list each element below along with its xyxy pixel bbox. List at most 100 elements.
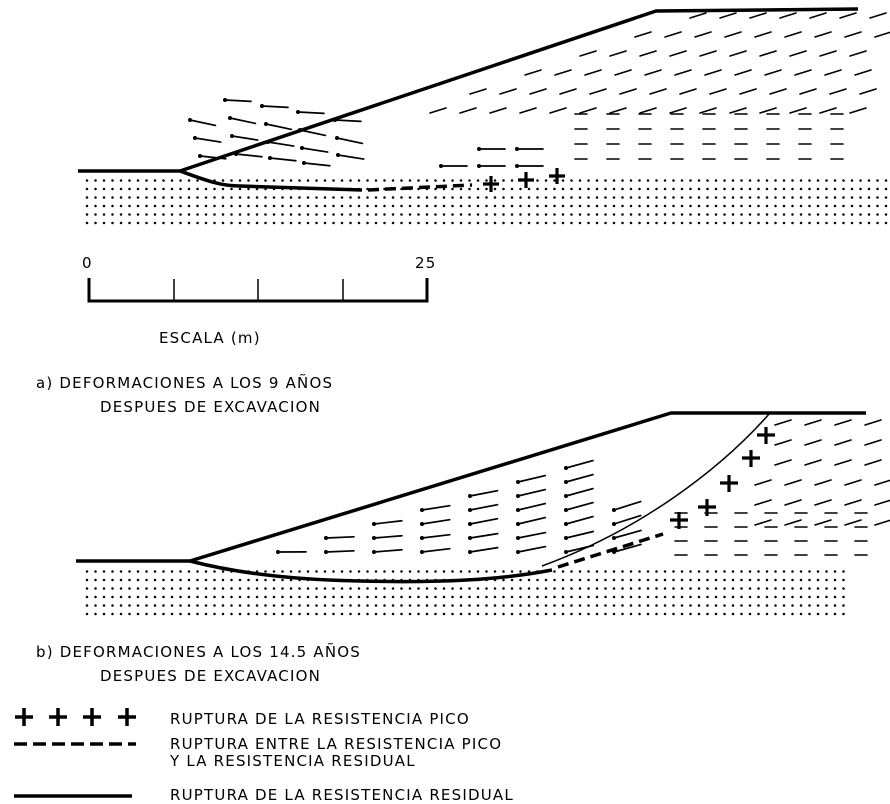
displacement-vector	[814, 499, 832, 506]
displacement-vector	[565, 459, 594, 469]
displacement-vector	[229, 117, 257, 125]
displacement-vector	[565, 501, 594, 511]
displacement-vector	[609, 50, 627, 57]
displacement-vector	[834, 439, 852, 446]
displacement-vector	[614, 69, 632, 76]
displacement-vector	[674, 69, 692, 76]
displacement-vector	[373, 534, 403, 539]
scale-label-twenty-five: 25	[415, 254, 437, 272]
displacement-vector	[517, 502, 547, 511]
displacement-vector	[584, 69, 602, 76]
displacement-vector	[829, 88, 847, 95]
displacement-vector	[634, 31, 652, 38]
displacement-vector	[189, 119, 217, 127]
displacement-vector	[849, 107, 867, 114]
displacement-vector	[864, 459, 882, 466]
vector-head	[477, 164, 481, 168]
vector-head	[372, 550, 376, 554]
legend-symbols	[14, 708, 136, 798]
displacement-vector	[267, 141, 295, 147]
displacement-vector	[619, 88, 637, 95]
displacement-vector	[824, 69, 842, 76]
displacement-vector	[265, 123, 293, 131]
vector-head	[296, 110, 300, 114]
displacement-vector	[844, 499, 862, 506]
displacement-vector	[739, 88, 757, 95]
displacement-vector	[337, 154, 365, 160]
displacement-vector	[517, 488, 547, 497]
vector-head	[516, 508, 520, 512]
displacement-vector	[754, 31, 772, 38]
displacement-vector	[669, 50, 687, 57]
displacement-vector	[784, 499, 802, 506]
panel-b-intermediate-rupture-line	[557, 532, 664, 569]
displacement-vector	[613, 543, 642, 553]
vector-head	[302, 161, 306, 165]
displacement-vector	[469, 532, 499, 539]
panel-a-caption-line2: DESPUES DE EXCAVACION	[100, 398, 321, 416]
displacement-vector	[639, 107, 657, 114]
displacement-vector	[784, 519, 802, 526]
vector-head	[230, 134, 234, 138]
panel-a-ground-surface	[78, 7, 859, 173]
displacement-vector	[754, 479, 772, 486]
displacement-vector	[844, 31, 862, 38]
vector-head	[516, 480, 520, 484]
displacement-vector	[764, 69, 782, 76]
displacement-vector	[784, 31, 802, 38]
vector-head	[612, 536, 616, 540]
displacement-vector	[844, 479, 862, 486]
vector-head	[564, 536, 568, 540]
displacement-vector	[565, 530, 595, 539]
displacement-vector	[869, 12, 887, 19]
displacement-vector	[649, 88, 667, 95]
vector-head	[564, 466, 568, 470]
displacement-vector	[689, 12, 707, 19]
displacement-vector	[565, 515, 594, 525]
displacement-vector	[864, 439, 882, 446]
vector-head	[564, 508, 568, 512]
displacement-vector	[429, 107, 447, 114]
vector-head	[439, 164, 443, 168]
panel-a-diagram	[78, 7, 890, 228]
displacement-vector	[784, 479, 802, 486]
vector-head	[193, 136, 197, 140]
vector-head	[420, 550, 424, 554]
displacement-vector	[789, 107, 807, 114]
displacement-vector	[844, 519, 862, 526]
displacement-vector	[734, 69, 752, 76]
panel-b-diagram	[76, 411, 890, 616]
displacement-vector	[719, 12, 737, 19]
displacement-vector	[303, 162, 331, 167]
displacement-vector	[789, 50, 807, 57]
legend-intermediate-label-line2: Y LA RESISTENCIA RESIDUAL	[170, 752, 416, 770]
legend-peak-label: RUPTURA DE LA RESISTENCIA PICO	[170, 710, 470, 728]
vector-head	[420, 522, 424, 526]
panel-a-residual-rupture-line	[179, 169, 363, 192]
vector-head	[564, 522, 568, 526]
displacement-vector	[459, 107, 477, 114]
displacement-vector	[325, 535, 355, 539]
panel-b-caption-line1: b) DEFORMACIONES A LOS 14.5 AÑOS	[36, 643, 361, 661]
displacement-vector	[301, 147, 329, 153]
displacement-vector	[849, 50, 867, 57]
displacement-vector	[754, 519, 772, 526]
displacement-vector	[565, 473, 594, 483]
displacement-vector	[499, 88, 517, 95]
legend-peak-symbol	[15, 708, 136, 726]
vector-head	[198, 154, 202, 158]
panel-b-caption-line2: DESPUES DE EXCAVACION	[100, 667, 321, 685]
vector-head	[223, 98, 227, 102]
displacement-vector	[854, 69, 872, 76]
displacement-vector	[799, 88, 817, 95]
displacement-vector	[724, 31, 742, 38]
panel-b-residual-rupture-line	[189, 559, 553, 584]
displacement-vector	[704, 69, 722, 76]
displacement-vector	[517, 516, 547, 525]
displacement-vector	[759, 107, 777, 114]
displacement-vector	[774, 439, 792, 446]
displacement-vector	[834, 459, 852, 466]
displacement-vector	[874, 31, 890, 38]
displacement-vector	[809, 12, 827, 19]
vector-head	[228, 116, 232, 120]
